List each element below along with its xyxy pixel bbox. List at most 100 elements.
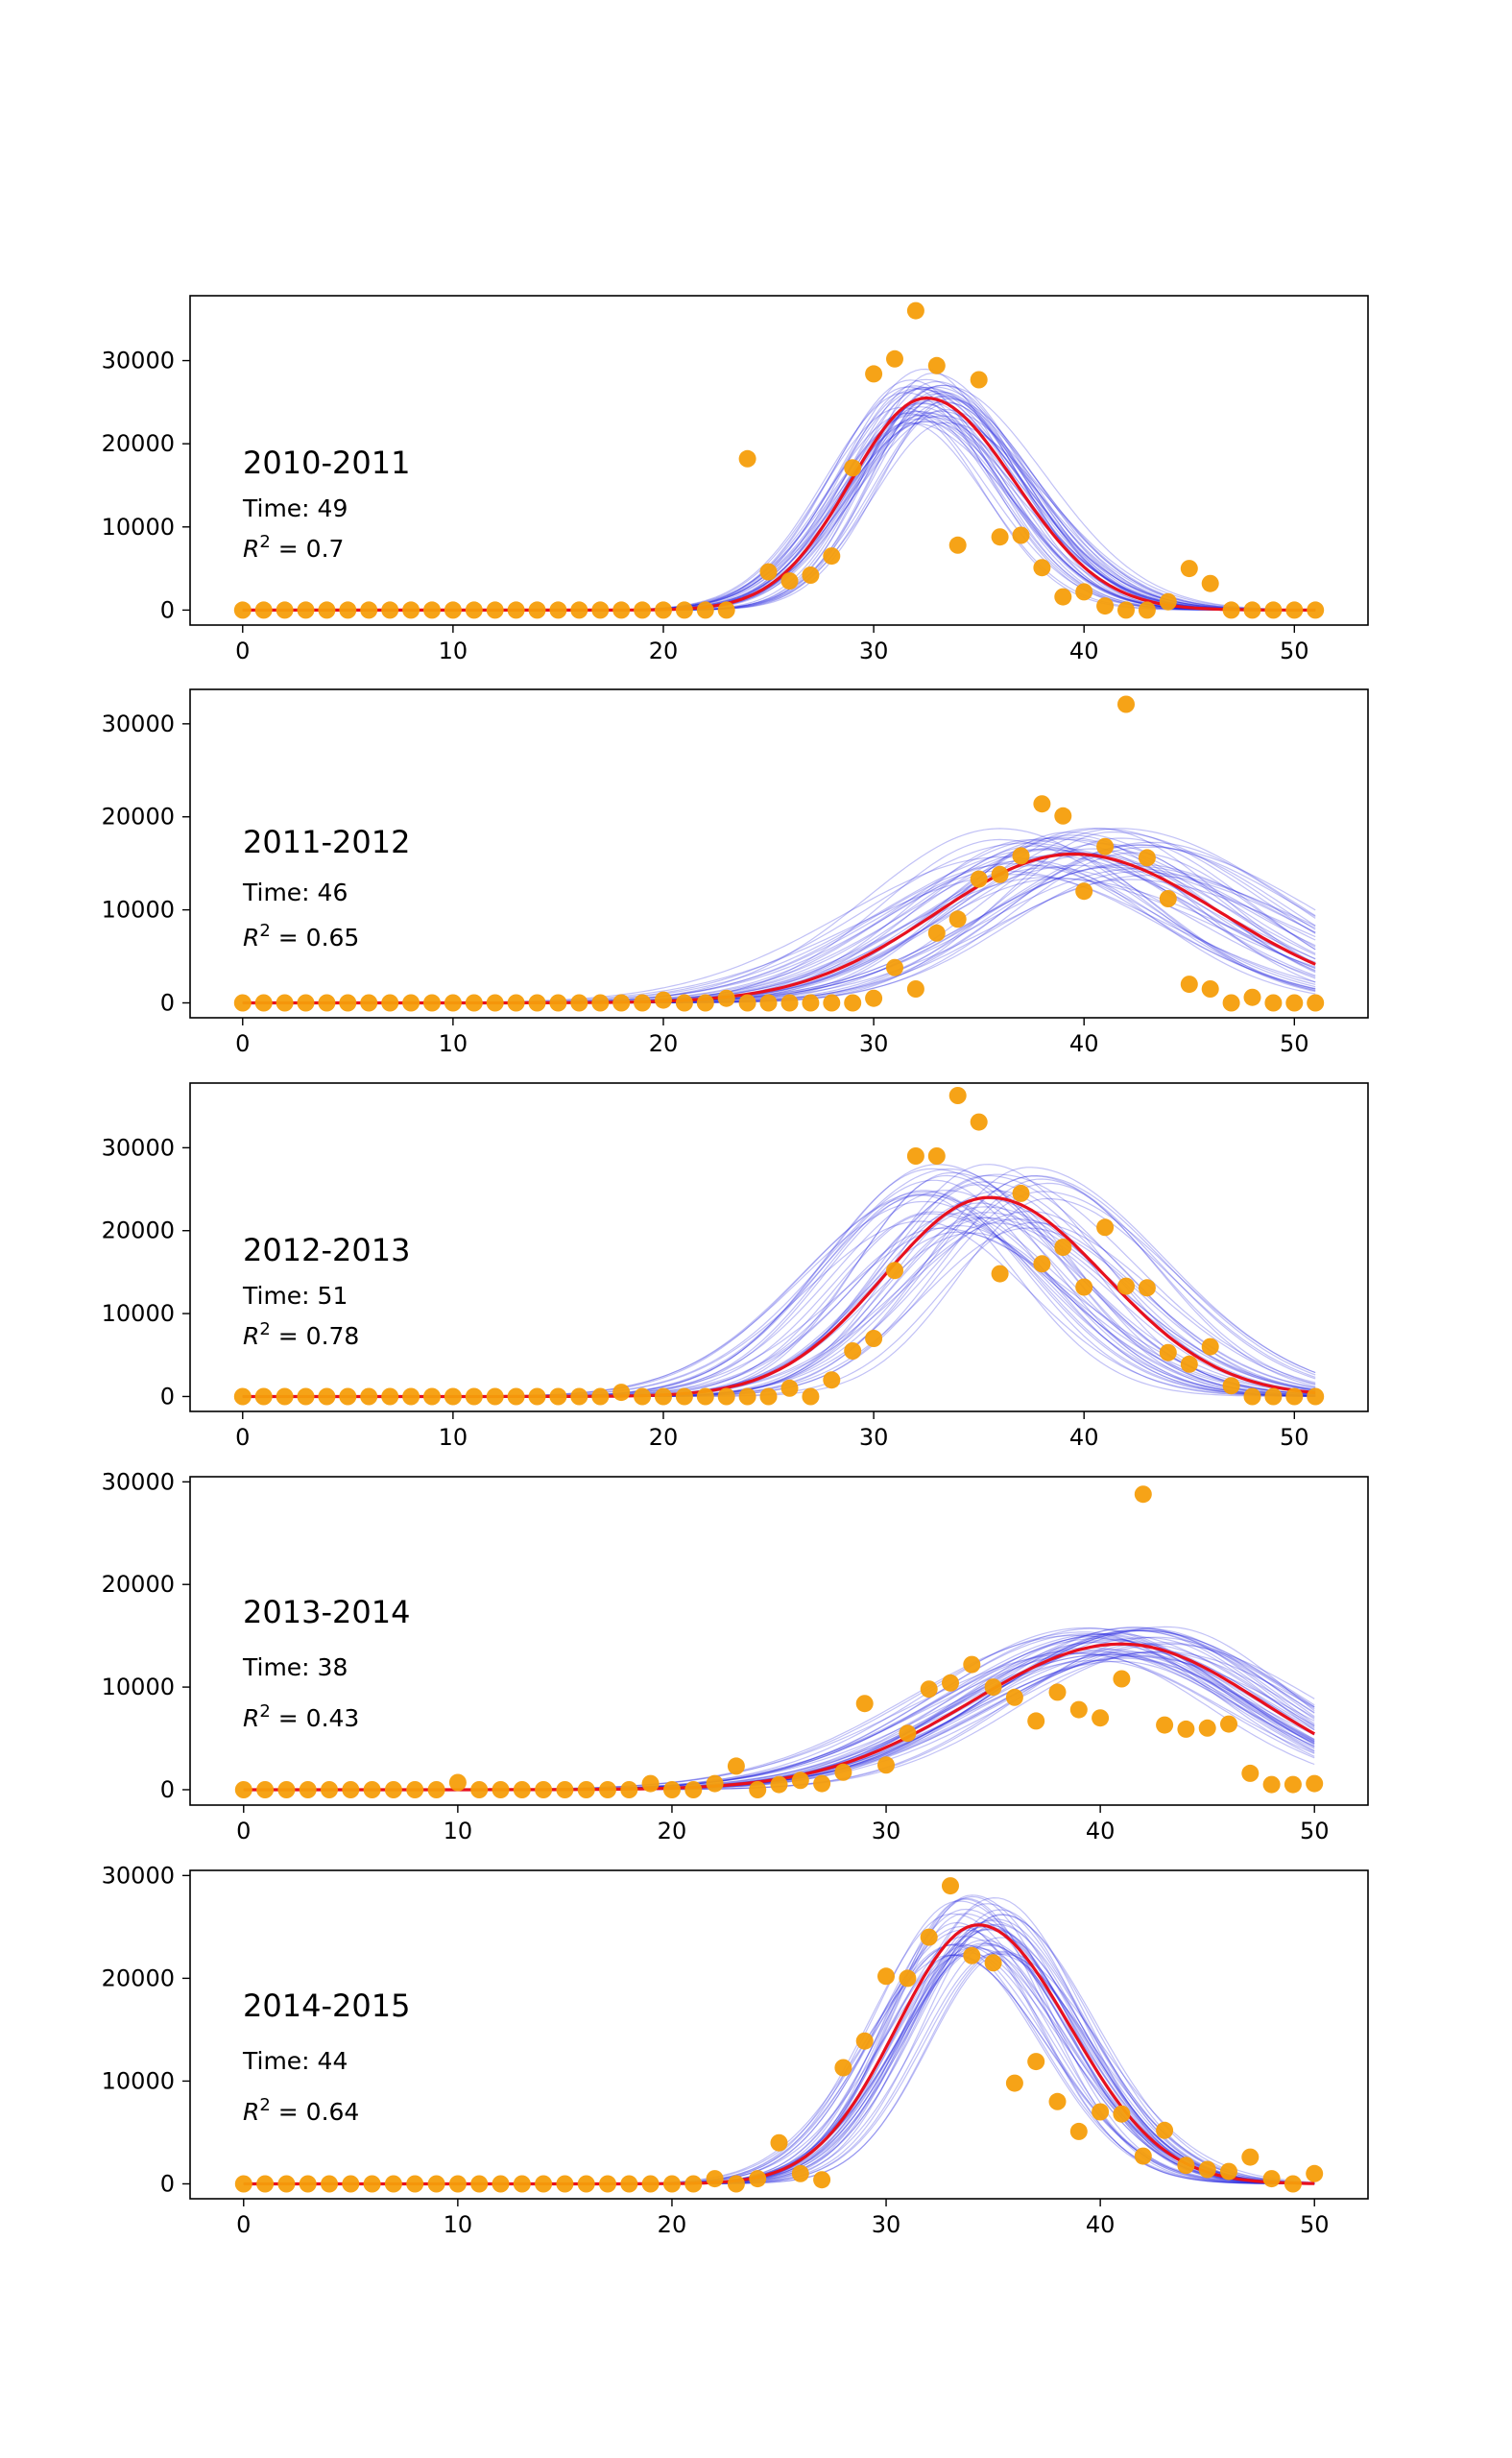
observed-point <box>1284 2175 1302 2193</box>
observed-point <box>948 1087 967 1104</box>
observed-point <box>865 989 883 1007</box>
observed-point <box>1198 2160 1216 2179</box>
observed-point <box>1138 849 1156 867</box>
panel-2010-2011: 0 10 20 30 40 50 0 10000 20000 30000 2010-2011 Time… <box>102 295 1369 664</box>
observed-point <box>1012 847 1030 865</box>
observed-point <box>655 991 672 1009</box>
observed-point <box>256 2175 275 2193</box>
x-tick-label: 40 <box>1069 1030 1099 1057</box>
observed-point <box>381 601 399 619</box>
time-label: Time: 38 <box>242 1653 348 1681</box>
observed-point <box>1285 1387 1304 1406</box>
observed-point <box>1069 1700 1088 1719</box>
observed-point <box>1307 601 1325 619</box>
observed-point <box>570 601 588 619</box>
observed-point <box>528 994 546 1012</box>
observed-point <box>675 994 693 1012</box>
observed-point <box>486 601 504 619</box>
r2-label: R2 = 0.65 <box>243 921 359 952</box>
observed-point <box>591 601 610 619</box>
observed-point <box>706 1774 724 1793</box>
y-tick-label: 20000 <box>102 1217 175 1244</box>
x-tick-label: 50 <box>1280 638 1309 664</box>
observed-point <box>444 601 462 619</box>
panel-2012-2013: 0 10 20 30 40 50 0 10000 20000 30000 2012-2013 Time… <box>102 1082 1369 1451</box>
observed-point <box>855 1695 874 1713</box>
observed-point <box>1069 2122 1088 2140</box>
observed-point <box>963 1655 981 1674</box>
observed-point <box>318 601 336 619</box>
observed-point <box>991 1265 1009 1283</box>
observed-point <box>612 1384 631 1402</box>
observed-point <box>384 2175 402 2193</box>
observed-point <box>759 563 778 581</box>
ensemble-line <box>243 1649 1315 1791</box>
observed-point <box>620 2175 638 2193</box>
observed-point <box>780 994 799 1012</box>
x-tick-label: 40 <box>1086 1818 1116 1844</box>
observed-point <box>727 1757 745 1775</box>
observed-point <box>1005 1688 1023 1706</box>
observed-point <box>717 989 735 1007</box>
observed-point <box>1054 807 1072 825</box>
observed-points <box>233 1087 1325 1406</box>
y-tick-label: 20000 <box>102 1964 175 1991</box>
observed-point <box>297 601 315 619</box>
observed-point <box>1180 1355 1198 1373</box>
observed-point <box>663 2175 681 2193</box>
axes-frame <box>189 295 1369 626</box>
observed-point <box>1096 597 1115 615</box>
observed-point <box>339 1387 357 1406</box>
r2-label: R2 = 0.78 <box>243 1319 359 1350</box>
observed-point <box>381 1387 399 1406</box>
observed-point <box>363 2175 381 2193</box>
observed-point <box>780 1379 799 1397</box>
ensemble-curves <box>243 1626 1315 1791</box>
panel-2014-2015: 0 10 20 30 40 50 0 10000 20000 30000 2014-2015 Time… <box>102 1862 1369 2238</box>
x-tick-label: 0 <box>236 2211 251 2238</box>
observed-point <box>1138 1279 1156 1297</box>
observed-point <box>675 1387 693 1406</box>
y-tick-label: 30000 <box>102 348 175 374</box>
observed-point <box>360 994 378 1012</box>
season-label: 2012-2013 <box>243 1232 410 1268</box>
observed-point <box>948 536 967 554</box>
observed-point <box>634 601 652 619</box>
season-label: 2010-2011 <box>243 445 410 481</box>
observed-point <box>802 994 820 1012</box>
observed-point <box>1096 837 1115 855</box>
y-tick-label: 10000 <box>102 1674 175 1700</box>
observed-point <box>920 1928 938 1946</box>
observed-point <box>717 1387 735 1406</box>
observed-point <box>963 1946 981 1964</box>
observed-point <box>727 2175 745 2193</box>
y-tick-label: 30000 <box>102 1468 175 1495</box>
panel-2013-2014: 0 10 20 30 40 50 0 10000 20000 30000 2013-2014 Time… <box>102 1468 1369 1844</box>
observed-point <box>749 1781 767 1798</box>
observed-point <box>1220 2162 1237 2181</box>
observed-point <box>1264 994 1283 1012</box>
plot-area <box>242 368 1316 612</box>
observed-point <box>507 1387 525 1406</box>
observed-point <box>1156 1716 1174 1734</box>
y-tick-label: 20000 <box>102 430 175 457</box>
observed-point <box>276 994 294 1012</box>
observed-point <box>684 1781 703 1798</box>
x-tick-label: 10 <box>439 1424 468 1451</box>
observed-point <box>1075 882 1093 901</box>
observed-point <box>297 1387 315 1406</box>
observed-point <box>549 601 567 619</box>
observed-point <box>1048 2092 1067 2110</box>
observed-point <box>402 601 420 619</box>
y-tick-label: 0 <box>160 1776 175 1803</box>
observed-point <box>556 2175 574 2193</box>
observed-point <box>1306 2164 1324 2182</box>
observed-point <box>254 601 273 619</box>
observed-point <box>696 601 714 619</box>
observed-point <box>844 1342 862 1360</box>
y-tick-label: 10000 <box>102 2067 175 2094</box>
observed-point <box>492 1781 510 1798</box>
observed-point <box>770 1775 788 1794</box>
observed-point <box>299 1781 317 1798</box>
observed-point <box>1113 1670 1131 1688</box>
